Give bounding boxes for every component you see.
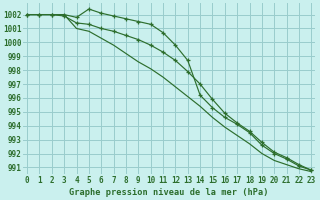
X-axis label: Graphe pression niveau de la mer (hPa): Graphe pression niveau de la mer (hPa)	[69, 188, 269, 197]
